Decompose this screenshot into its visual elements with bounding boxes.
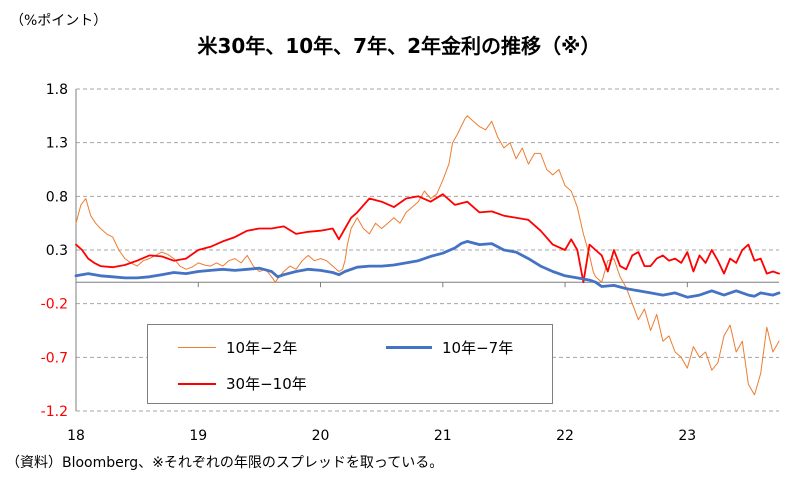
y-tick-label: 0.3 xyxy=(46,243,68,259)
series-line-10y-7y xyxy=(74,239,781,299)
x-tick-label: 18 xyxy=(67,428,85,444)
x-tick-label: 20 xyxy=(312,428,330,444)
x-tick-label: 19 xyxy=(189,428,207,444)
x-tick-label: 23 xyxy=(678,428,696,444)
y-tick-label: 1.8 xyxy=(46,82,68,98)
legend-item-10y-7y: 10年−7年 xyxy=(386,337,513,358)
y-tick-label: 0.8 xyxy=(46,189,68,205)
y-tick-label: -0.2 xyxy=(41,297,68,313)
series-line-30y-10y xyxy=(75,193,780,284)
legend: 10年−2年 10年−7年 30年−10年 xyxy=(147,324,553,404)
legend-swatch-10y-7y xyxy=(386,346,432,349)
x-tick-label: 22 xyxy=(556,428,574,444)
series-lines xyxy=(74,115,781,396)
unit-label: （%ポイント） xyxy=(10,13,108,29)
source-note: （資料）Bloomberg、※それぞれの年限のスプレッドを取っている。 xyxy=(6,455,444,471)
chart-title: 米30年、10年、7年、2年金利の推移（※） xyxy=(197,34,601,58)
x-tick-label: 21 xyxy=(434,428,452,444)
x-tick-labels: 18 19 20 21 22 23 xyxy=(67,428,696,444)
y-tick-labels: 1.8 1.3 0.8 0.3 -0.2 -0.7 -1.2 xyxy=(41,82,68,420)
axes xyxy=(75,89,779,411)
legend-item-30y-10y: 30年−10年 xyxy=(178,373,307,394)
legend-item-10y-2y: 10年−2年 xyxy=(178,337,297,358)
y-tick-label: -0.7 xyxy=(41,350,68,366)
y-tick-label: 1.3 xyxy=(46,136,68,152)
legend-label-30y-10y: 30年−10年 xyxy=(226,375,307,393)
legend-swatch-30y-10y xyxy=(178,382,216,385)
legend-label-10y-7y: 10年−7年 xyxy=(442,339,514,357)
y-tick-label: -1.2 xyxy=(41,404,68,420)
legend-swatch-10y-2y xyxy=(178,347,216,348)
series-line-10y-2y xyxy=(75,115,780,396)
legend-label-10y-2y: 10年−2年 xyxy=(226,339,298,357)
